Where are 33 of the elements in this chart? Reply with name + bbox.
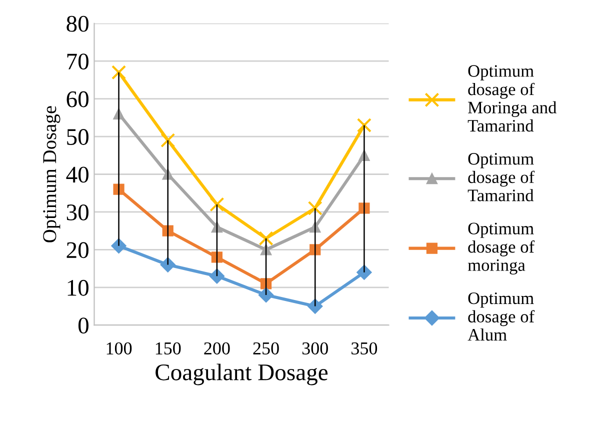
x-tick-label: 100 bbox=[106, 342, 132, 354]
y-axis-title: Optimum Dosage bbox=[43, 106, 60, 242]
y-tick-label: 40 bbox=[66, 166, 88, 183]
y-tick-label: 50 bbox=[67, 129, 88, 145]
point bbox=[258, 287, 274, 303]
point bbox=[356, 264, 372, 280]
legend-label: Optimum dosage of Moringa and Tamarind bbox=[468, 65, 557, 132]
point bbox=[160, 133, 176, 148]
x-tick-label: 300 bbox=[302, 342, 328, 354]
point bbox=[211, 252, 223, 263]
y-tick-label: 10 bbox=[68, 280, 88, 296]
legend-label: Optimum dosage of Tamarind bbox=[468, 153, 535, 202]
x-tick-label: 250 bbox=[253, 342, 279, 354]
legend-label: Optimum dosage of moringa bbox=[468, 222, 535, 275]
point bbox=[210, 197, 224, 212]
point bbox=[308, 298, 323, 314]
point bbox=[356, 118, 372, 133]
point bbox=[209, 268, 225, 284]
legend-label: Optimum dosage of Alum bbox=[468, 292, 535, 341]
y-tick-label: 20 bbox=[66, 242, 88, 258]
x-axis-title: Coagulant Dosage bbox=[156, 364, 328, 386]
x-tick-label: 150 bbox=[156, 342, 181, 354]
y-tick-label: 80 bbox=[66, 16, 88, 32]
y-tick-label: 0 bbox=[78, 318, 88, 334]
point bbox=[111, 65, 126, 80]
x-tick-label: 200 bbox=[204, 342, 230, 354]
point bbox=[310, 244, 321, 256]
x-tick-label: 350 bbox=[352, 342, 378, 354]
y-tick-label: 30 bbox=[66, 204, 88, 220]
y-tick-label: 70 bbox=[67, 54, 88, 70]
point bbox=[308, 200, 322, 216]
y-tick-label: 60 bbox=[66, 91, 88, 108]
point bbox=[258, 231, 274, 246]
